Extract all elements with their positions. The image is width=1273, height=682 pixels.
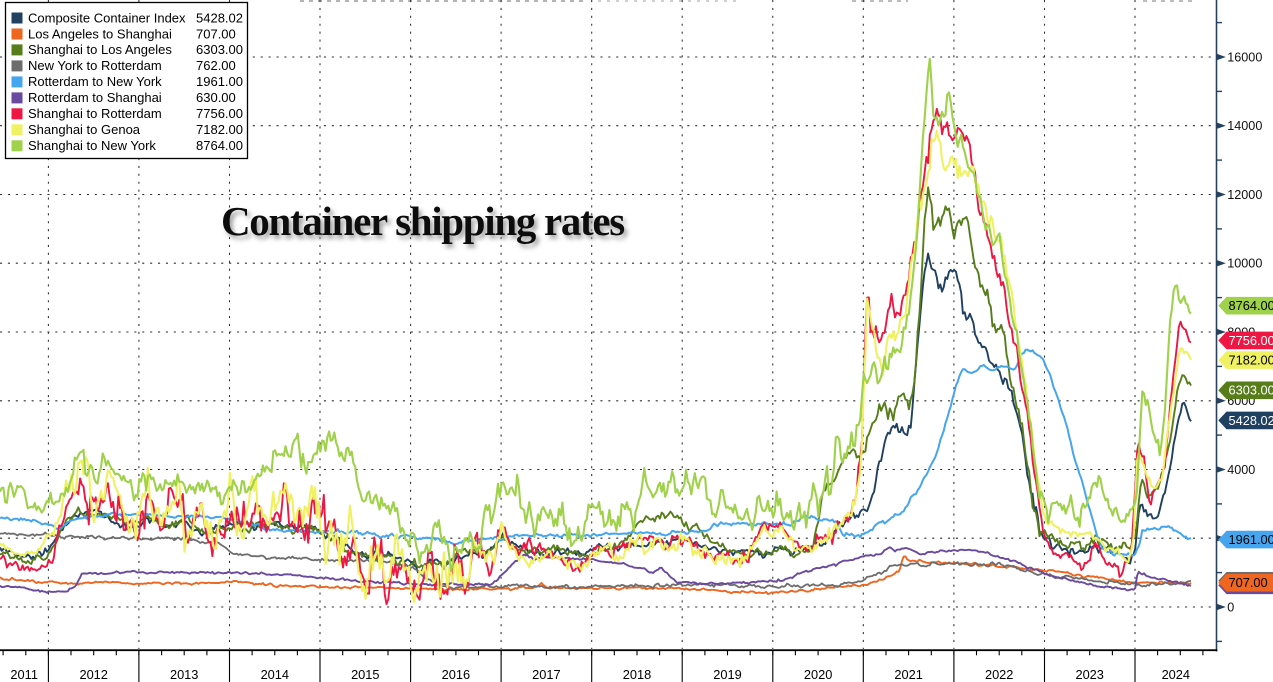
svg-text:2015: 2015	[351, 667, 379, 682]
svg-text:2024: 2024	[1162, 667, 1190, 682]
svg-text:2019: 2019	[713, 667, 741, 682]
svg-text:7182.00: 7182.00	[196, 122, 243, 137]
svg-text:Rotterdam to Shanghai: Rotterdam to Shanghai	[28, 90, 162, 105]
svg-text:12000: 12000	[1227, 188, 1262, 202]
svg-text:Shanghai to New York: Shanghai to New York	[28, 138, 156, 153]
svg-text:10000: 10000	[1227, 257, 1262, 271]
svg-text:Shanghai to Rotterdam: Shanghai to Rotterdam	[28, 106, 162, 121]
svg-text:5428.02: 5428.02	[1229, 413, 1273, 428]
svg-text:2022: 2022	[985, 667, 1013, 682]
svg-text:2018: 2018	[623, 667, 651, 682]
svg-text:2012: 2012	[79, 667, 107, 682]
svg-text:Shanghai to Los Angeles: Shanghai to Los Angeles	[28, 42, 172, 57]
svg-text:2013: 2013	[170, 667, 198, 682]
svg-text:Shanghai to Genoa: Shanghai to Genoa	[28, 122, 141, 137]
svg-text:762.00: 762.00	[196, 58, 236, 73]
svg-text:7182.00: 7182.00	[1229, 353, 1273, 368]
svg-text:2017: 2017	[532, 667, 560, 682]
svg-text:1961.00: 1961.00	[1229, 532, 1273, 547]
svg-text:2014: 2014	[261, 667, 289, 682]
svg-text:4000: 4000	[1227, 463, 1255, 477]
svg-text:2021: 2021	[894, 667, 922, 682]
svg-text:Rotterdam to New York: Rotterdam to New York	[28, 74, 162, 89]
svg-text:5428.02: 5428.02	[196, 10, 243, 25]
svg-text:Container shipping rates: Container shipping rates	[221, 198, 624, 244]
svg-text:7756.00: 7756.00	[1229, 333, 1273, 348]
svg-text:Los Angeles to Shanghai: Los Angeles to Shanghai	[28, 26, 172, 41]
svg-text:0: 0	[1227, 600, 1234, 614]
svg-text:6303.00: 6303.00	[1229, 383, 1273, 398]
svg-text:630.00: 630.00	[196, 90, 236, 105]
svg-text:2016: 2016	[442, 667, 470, 682]
svg-text:707.00: 707.00	[196, 26, 236, 41]
svg-text:707.00: 707.00	[1229, 575, 1268, 590]
svg-text:2011: 2011	[10, 667, 38, 682]
svg-text:6303.00: 6303.00	[196, 42, 243, 57]
svg-text:2020: 2020	[804, 667, 832, 682]
svg-text:2023: 2023	[1075, 667, 1103, 682]
svg-text:7756.00: 7756.00	[196, 106, 243, 121]
svg-text:16000: 16000	[1227, 50, 1262, 64]
svg-text:8764.00: 8764.00	[196, 138, 243, 153]
svg-text:New York to Rotterdam: New York to Rotterdam	[28, 58, 162, 73]
svg-text:Composite Container Index: Composite Container Index	[28, 10, 186, 25]
svg-text:1961.00: 1961.00	[196, 74, 243, 89]
svg-text:8764.00: 8764.00	[1229, 298, 1273, 313]
svg-text:14000: 14000	[1227, 119, 1262, 133]
